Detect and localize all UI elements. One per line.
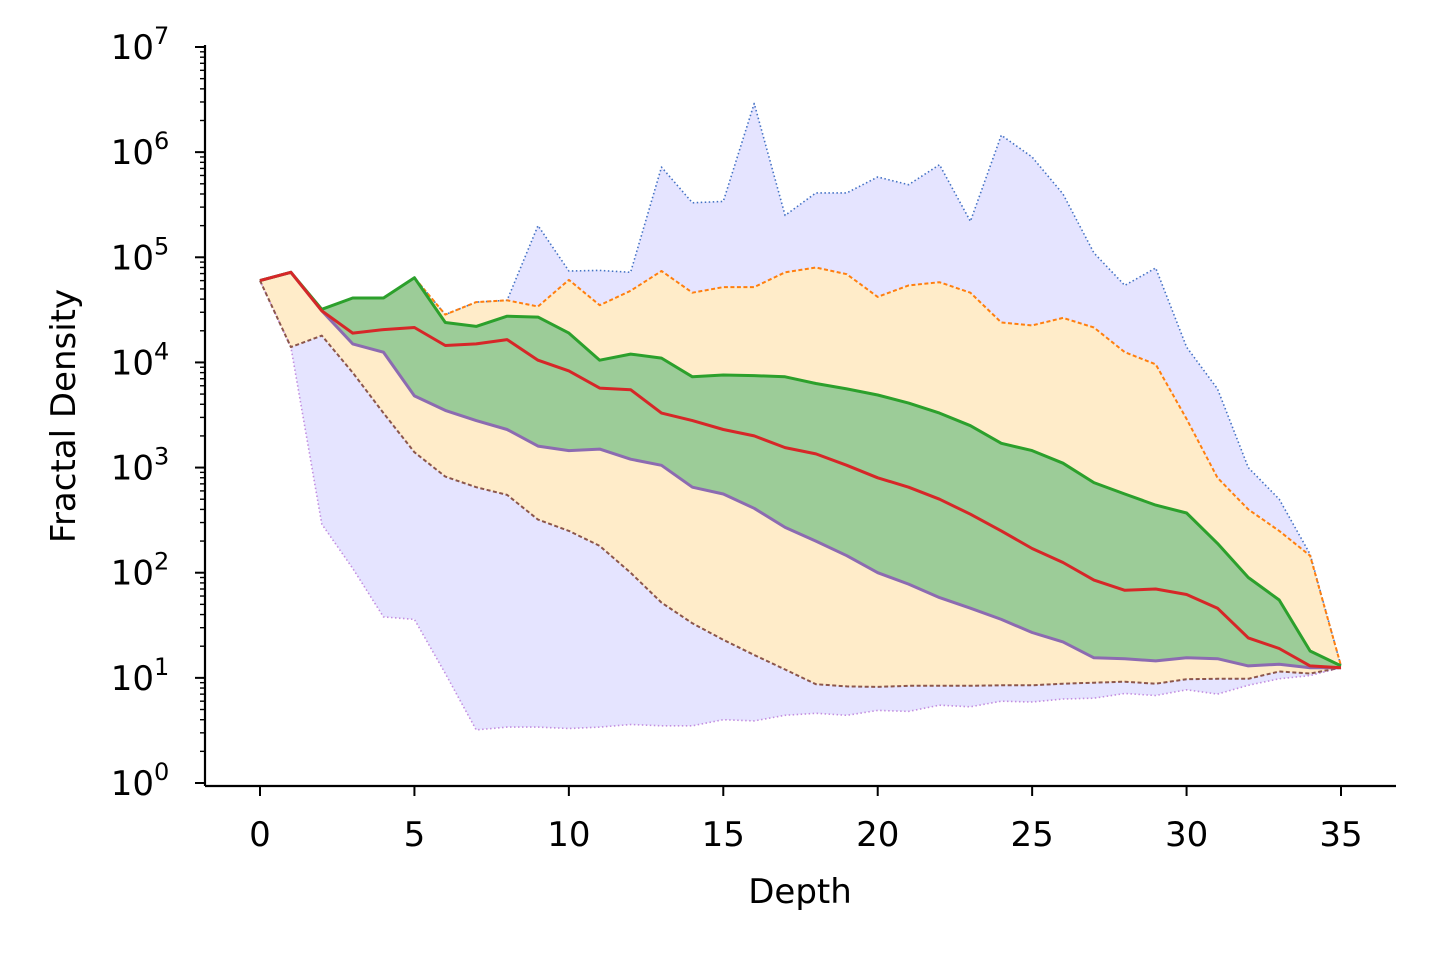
bands-layer: [260, 103, 1341, 730]
x-tick-label: 5: [404, 815, 426, 855]
y-tick-label: 100: [111, 758, 170, 804]
y-axis-label: Fractal Density: [44, 289, 84, 543]
x-tick-label: 20: [856, 815, 899, 855]
x-tick-label: 10: [547, 815, 590, 855]
y-ticks: 100 101 102 103 104 105 106 107: [111, 22, 205, 804]
x-tick-label: 0: [249, 815, 271, 855]
series-line-p90: [259, 266, 1342, 667]
band-p25-p75: [260, 272, 1341, 668]
y-tick-label: 102: [111, 548, 170, 594]
y-tick-label: 101: [111, 653, 170, 699]
series-line-p25: [259, 270, 1341, 670]
series-line-max: [259, 102, 1342, 667]
y-tick-label: 106: [111, 127, 170, 173]
series-layer: [259, 102, 1342, 731]
x-tick-label: 15: [702, 815, 745, 855]
series-line-p75: [259, 270, 1342, 668]
series-line-median: [259, 270, 1342, 670]
x-tick-label: 25: [1011, 815, 1054, 855]
y-tick-label: 107: [111, 22, 170, 68]
y-tick-label: 103: [111, 443, 170, 489]
x-ticks: 0 5 10 15 20 25 30 35: [249, 786, 1363, 855]
y-tick-label: 105: [111, 232, 170, 278]
x-axis-label: Depth: [748, 872, 852, 912]
series-line-p10: [259, 280, 1342, 688]
x-tick-label: 35: [1319, 815, 1362, 855]
x-tick-label: 30: [1165, 815, 1208, 855]
y-tick-label: 104: [111, 337, 170, 383]
